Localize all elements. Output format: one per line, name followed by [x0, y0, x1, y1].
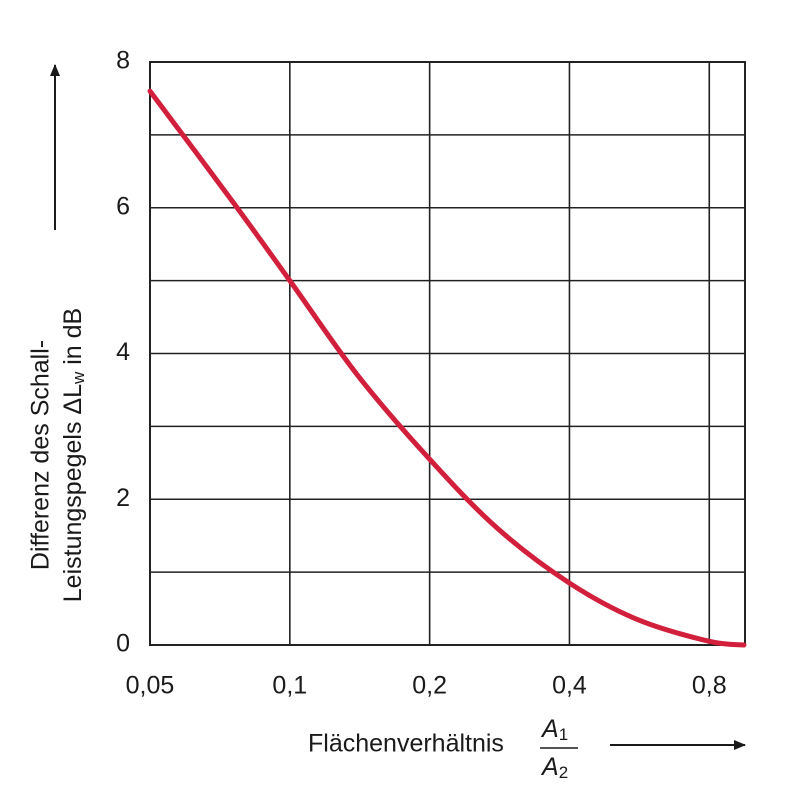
x-tick-label: 0,4 [552, 672, 587, 700]
y-label: Differenz des Schall- Leistungspegels ΔL… [27, 308, 89, 602]
y-tick-label: 0 [116, 630, 130, 658]
y-tick-label: 4 [116, 338, 130, 366]
frac-base: A [540, 753, 559, 781]
y-tick-label: 6 [116, 192, 130, 220]
x-label: Flächenverhältnis [308, 730, 504, 758]
x-label-denominator: A2 [540, 753, 568, 783]
x-tick-label: 0,2 [412, 672, 447, 700]
y-label-line: Leistungspegels ΔLw in dB [59, 308, 89, 602]
y-label-sub: w [69, 371, 88, 385]
y-label-text: in dB [59, 308, 87, 372]
frac-base: A [540, 715, 559, 743]
x-tick-label: 0,1 [272, 672, 307, 700]
plot-frame [149, 61, 746, 646]
frac-sub: 1 [559, 725, 568, 744]
x-label-numerator: A1 [540, 715, 568, 745]
y-label-line: Differenz des Schall- [27, 340, 55, 570]
y-label-text: Leistungspegels ΔL [59, 384, 87, 602]
y-tick-label: 2 [116, 484, 130, 512]
y-tick-label: 8 [116, 47, 130, 75]
frac-sub: 2 [559, 763, 568, 782]
data-line [147, 88, 747, 648]
x-tick-label: 0,8 [692, 672, 727, 700]
x-tick-label: 0,05 [126, 672, 175, 700]
